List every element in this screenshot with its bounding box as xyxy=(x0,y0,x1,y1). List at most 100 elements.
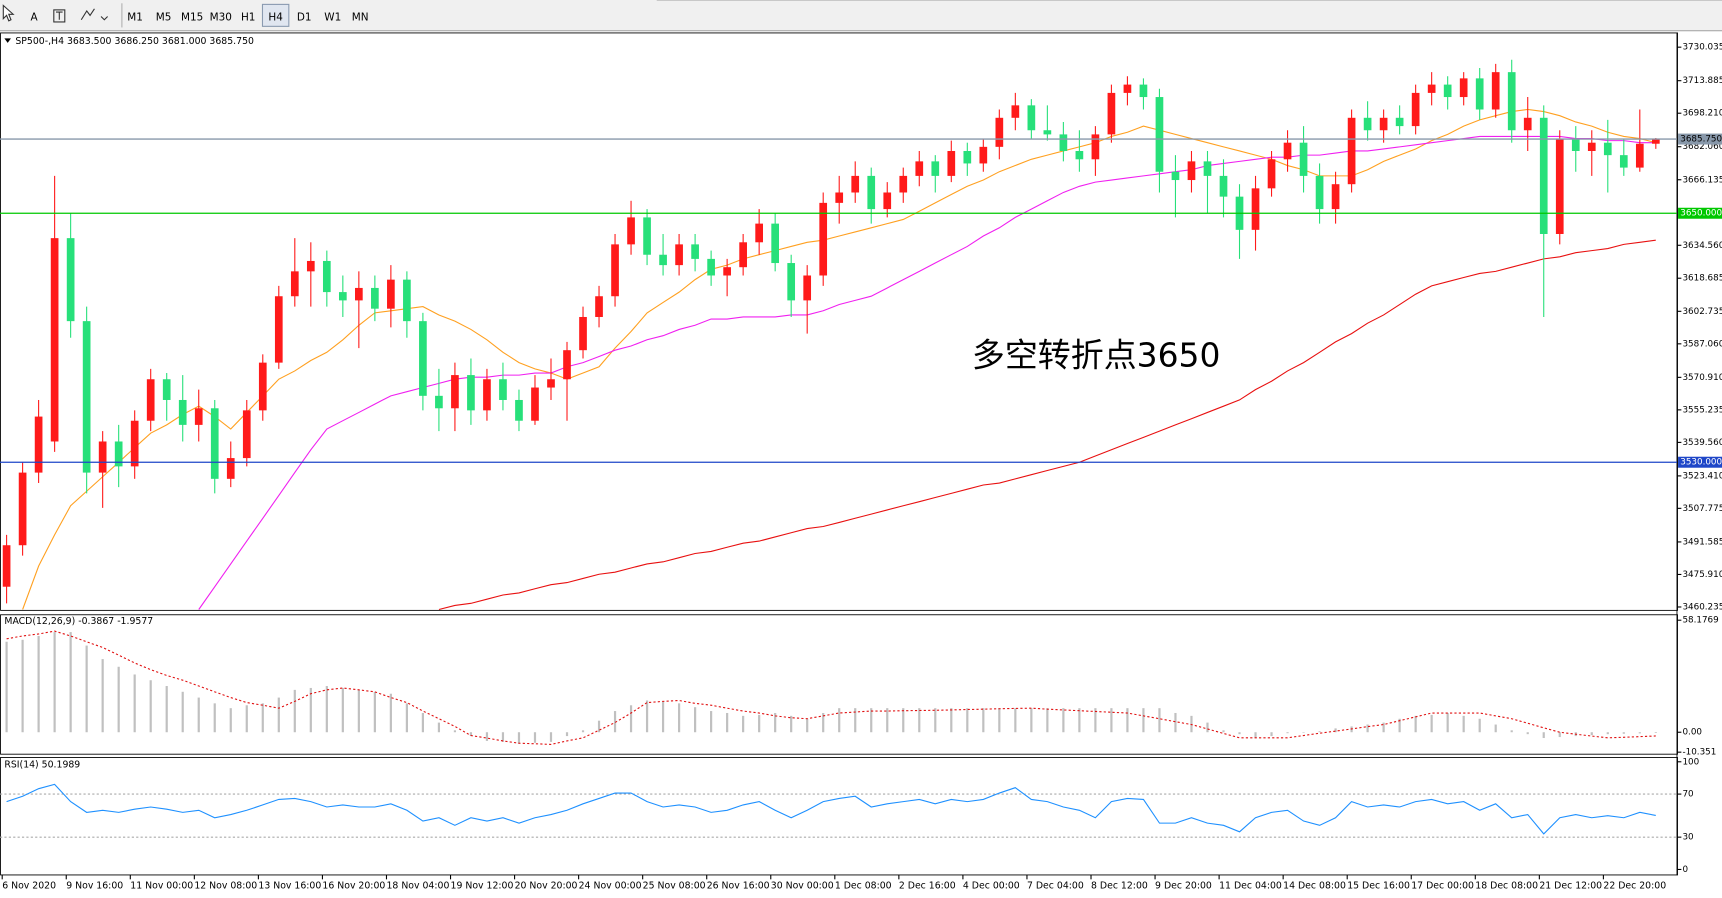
x-tick-label: 18 Dec 08:00 xyxy=(1475,880,1538,891)
timeframe-button[interactable]: D1 xyxy=(297,12,312,24)
candle-body xyxy=(1155,97,1164,172)
macd-bar xyxy=(1446,712,1449,733)
timeframe-button[interactable]: W1 xyxy=(324,12,341,24)
objects-tool[interactable] xyxy=(80,8,109,21)
candle-body xyxy=(755,223,763,243)
candle-body xyxy=(1027,105,1036,131)
price-label-bg xyxy=(1678,133,1722,145)
macd-bar xyxy=(373,691,376,733)
candle-body xyxy=(499,379,507,400)
timeframe-button[interactable]: M5 xyxy=(156,12,172,24)
candle-body xyxy=(210,408,219,479)
x-tick-label: 18 Nov 04:00 xyxy=(386,880,449,891)
macd-bar xyxy=(790,715,793,733)
candle-body xyxy=(1507,72,1516,131)
macd-bar xyxy=(565,732,569,737)
timeframe-button[interactable]: M15 xyxy=(181,12,203,24)
y-tick-label: 3730.035 xyxy=(1682,43,1722,53)
timeframe-button[interactable]: M1 xyxy=(127,12,143,24)
x-tick-label: 4 Dec 00:00 xyxy=(963,880,1020,891)
timeframe-button[interactable]: M30 xyxy=(210,12,232,24)
y-tick-label: -10.351 xyxy=(1682,748,1716,758)
candle-body xyxy=(851,175,860,193)
candle-body xyxy=(290,271,299,297)
macd-bar xyxy=(629,705,633,733)
macd-bar xyxy=(838,708,841,733)
timeframe-button[interactable]: H1 xyxy=(241,12,255,24)
candle-body xyxy=(1379,117,1388,131)
candle-body xyxy=(563,350,571,380)
candle-body xyxy=(18,472,27,546)
cursor-icon[interactable] xyxy=(2,4,15,22)
macd-bar xyxy=(870,708,873,733)
candle-body xyxy=(1619,155,1628,168)
candle-body xyxy=(739,242,747,268)
macd-bar xyxy=(117,666,120,733)
macd-bar xyxy=(1366,724,1369,733)
macd-bar xyxy=(1606,732,1609,735)
candle-body xyxy=(66,238,75,322)
candle-body xyxy=(1571,138,1580,151)
timeframe-button[interactable]: H4 xyxy=(268,12,283,24)
macd-bar xyxy=(613,711,617,733)
x-tick-label: 16 Nov 20:00 xyxy=(322,880,385,891)
macd-bar xyxy=(677,703,681,733)
x-tick-label: 15 Dec 16:00 xyxy=(1347,880,1410,891)
candle-body xyxy=(387,279,395,309)
candle-body xyxy=(451,375,459,409)
y-tick-label: 100 xyxy=(1682,757,1699,767)
text-tool[interactable]: A xyxy=(30,12,38,24)
x-tick-label: 19 Nov 12:00 xyxy=(451,880,514,891)
label-tool[interactable] xyxy=(53,9,66,23)
macd-bar xyxy=(149,680,152,733)
macd-bar xyxy=(53,632,56,733)
x-tick-label: 6 Nov 2020 xyxy=(2,880,56,891)
timeframe-button[interactable]: MN xyxy=(352,12,369,24)
y-tick-label: 0 xyxy=(1682,865,1688,875)
candle-body xyxy=(675,244,683,266)
candle-body xyxy=(595,296,603,317)
macd-bar xyxy=(85,645,88,733)
macd-bar xyxy=(966,708,969,733)
macd-bar xyxy=(1414,715,1417,733)
macd-bar xyxy=(1062,708,1065,733)
x-tick-label: 11 Dec 04:00 xyxy=(1219,880,1282,891)
macd-bar xyxy=(1046,708,1049,733)
x-tick-label: 21 Dec 12:00 xyxy=(1539,880,1602,891)
macd-bar xyxy=(774,712,777,733)
macd-bar xyxy=(1158,708,1161,733)
price-label: 3530.000 xyxy=(1680,458,1722,468)
label-tool-glyph xyxy=(56,11,63,20)
candle-body xyxy=(1491,72,1500,110)
macd-bar xyxy=(982,708,985,733)
candle-body xyxy=(355,287,363,301)
candle-body xyxy=(1171,171,1180,181)
macd-bar xyxy=(822,712,825,733)
y-tick-label: 3523.410 xyxy=(1682,471,1722,481)
macd-bar xyxy=(357,689,360,733)
title-marker xyxy=(4,38,11,43)
macd-bar xyxy=(1622,732,1625,734)
candle-body xyxy=(707,258,715,276)
candle-body xyxy=(1283,142,1292,160)
macd-bar xyxy=(21,639,24,733)
toolbar: A M1 M5 M15 M30 H1 H4 D1 W1 MN xyxy=(0,0,1722,32)
y-tick-label: 0.00 xyxy=(1682,728,1702,738)
price-layer xyxy=(2,59,1660,611)
moving-average xyxy=(22,108,1656,610)
candle-body xyxy=(258,362,267,411)
candle-body xyxy=(771,223,780,264)
macd-bar xyxy=(1462,715,1465,733)
macd-bar xyxy=(341,687,344,733)
candle-body xyxy=(1251,188,1260,230)
macd-bar xyxy=(1382,722,1385,733)
macd-bar xyxy=(1110,708,1113,733)
candle-body xyxy=(787,263,796,301)
candle-body xyxy=(1187,161,1196,181)
candle-body xyxy=(483,379,491,411)
y-tick-label: 3713.885 xyxy=(1682,76,1722,86)
price-label-bg xyxy=(1678,456,1722,468)
candle-body xyxy=(1267,159,1276,189)
candle-body xyxy=(723,267,731,276)
macd-bar xyxy=(1510,730,1513,733)
